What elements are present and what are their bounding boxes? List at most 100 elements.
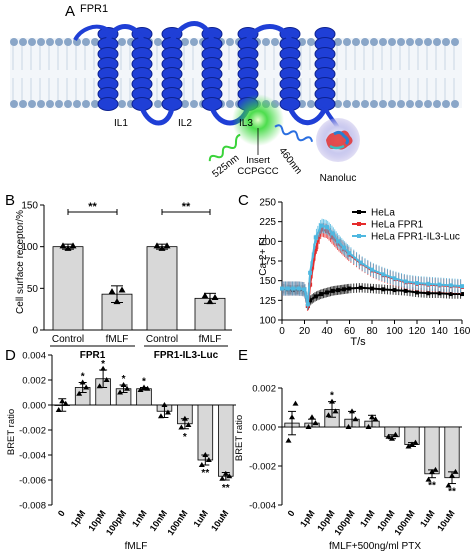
panel-d: D BRET ratio fMLF -0.008-0.006-0.004-0.0… [5, 347, 236, 552]
lipid-head [307, 100, 315, 108]
data-point [219, 475, 226, 481]
data-point [296, 286, 301, 291]
legend-label: HeLa FPR1 [371, 220, 424, 231]
data-point [222, 470, 229, 476]
y-tick-label: -0.006 [19, 476, 46, 487]
data-point [452, 468, 459, 474]
data-point [144, 385, 151, 391]
fpr1-helices [97, 27, 336, 111]
bar-7 [197, 404, 214, 461]
data-point [392, 288, 397, 293]
data-point [460, 292, 464, 297]
y-tick-label: 0.002 [252, 384, 276, 395]
data-point [164, 409, 171, 415]
data-point [62, 400, 69, 406]
lipid-head [343, 38, 351, 46]
data-point [330, 235, 335, 240]
data-point [141, 384, 147, 390]
emission-blue-wave [274, 124, 314, 143]
il3-label: IL3 [239, 118, 253, 129]
data-point [206, 298, 214, 305]
lipid-head [271, 38, 279, 46]
data-point [76, 390, 83, 396]
il3-glow [232, 94, 284, 146]
data-point [55, 407, 62, 412]
emission-blue-label: 460nm [276, 146, 303, 177]
lipid-head [64, 100, 72, 108]
lipid-head [91, 38, 99, 46]
x-tick-label: 20 [299, 326, 311, 337]
y-tick-label: 0.002 [22, 376, 46, 387]
lipid-head [388, 100, 396, 108]
data-point [325, 225, 329, 230]
n-terminus [73, 24, 110, 42]
chart-d: -0.008 -0.006 -0.004 -0.002 0.000 0.002 0.004 0… [19, 351, 236, 537]
data-point [336, 241, 341, 246]
x-tick-label: 1nM [130, 508, 149, 528]
lipid-head [82, 38, 90, 46]
lipid-head [262, 38, 270, 46]
y-tick-label: -0.002 [19, 426, 46, 437]
data-point [308, 298, 313, 303]
data-point [352, 416, 359, 422]
x-tick-label: fMLF [106, 334, 129, 345]
panel-a-letter: A [65, 3, 75, 20]
significance-label: * [330, 391, 334, 402]
panel-b-letter: B [5, 192, 15, 209]
data-point [79, 379, 86, 385]
data-point [345, 424, 352, 429]
significance-label: ** [182, 201, 191, 213]
lipid-head [361, 38, 369, 46]
panel-e-letter: E [238, 347, 248, 364]
y-tick-label: 100 [21, 242, 38, 253]
data-point [198, 462, 205, 467]
data-point [425, 476, 432, 482]
data-point [336, 288, 341, 293]
lipid-head [10, 38, 18, 46]
data-point [285, 437, 292, 443]
lipid-head [397, 38, 405, 46]
helix-3 [161, 27, 183, 111]
data-point [325, 412, 332, 418]
bar-8 [444, 426, 460, 479]
y-tick-label: 0.000 [252, 423, 276, 434]
lipid-head [370, 100, 378, 108]
significance-label: ** [222, 483, 230, 494]
data-point [437, 291, 442, 296]
series-2 [280, 218, 464, 310]
y-tick-label: -0.004 [249, 501, 276, 512]
legend-label: HeLa FPR1-IL3-Luc [371, 232, 460, 243]
chart-c-ylabel: Ca 2+ FL [258, 234, 269, 276]
data-point [113, 298, 121, 305]
data-point [460, 284, 464, 289]
data-point [100, 365, 107, 371]
data-point [432, 466, 439, 472]
data-point [449, 472, 455, 478]
lipid-head [37, 100, 45, 108]
lipid-head [82, 100, 90, 108]
data-point [341, 287, 346, 292]
data-point [118, 286, 126, 293]
y-tick-label: 225 [259, 217, 276, 228]
y-tick-label: 0.000 [22, 401, 46, 412]
lipid-head [181, 100, 189, 108]
y-tick-label: 50 [27, 284, 39, 295]
x-tick-label: 1pM [298, 508, 317, 528]
x-tick-label: 10uM [209, 508, 230, 533]
il2-label: IL2 [178, 118, 192, 129]
data-point [202, 452, 209, 457]
data-point [305, 302, 310, 307]
x-tick-label: 140 [431, 326, 448, 337]
lipid-head [154, 100, 162, 108]
y-tick-label: -0.004 [19, 451, 46, 462]
lipid-head [424, 100, 432, 108]
helix-1 [97, 27, 119, 111]
x-tick-label: 1pM [69, 508, 88, 528]
bar-8 [218, 404, 234, 477]
lipid-head [28, 100, 36, 108]
y-tick-label: -0.008 [19, 501, 46, 512]
data-point [412, 439, 419, 445]
data-point [211, 294, 219, 300]
